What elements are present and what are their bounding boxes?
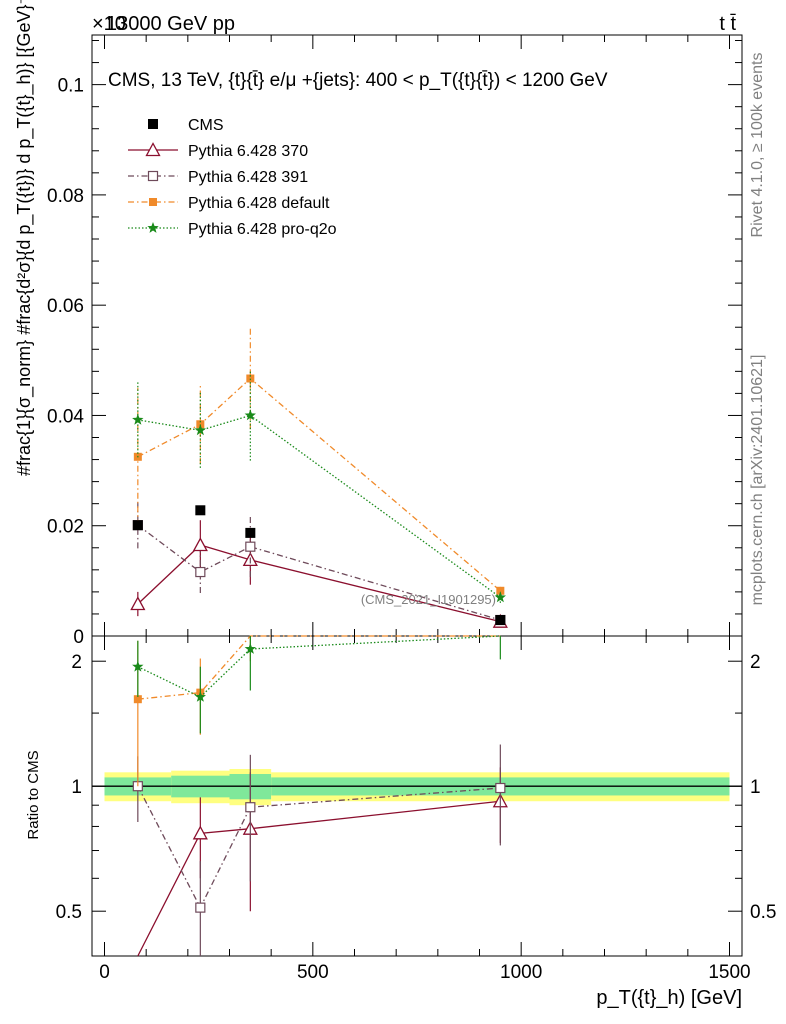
legend-marker-pyproq2o [147,222,159,233]
legend-marker-cms [148,119,158,129]
y-tick-label: 0.06 [47,296,84,317]
cms-data-point [245,527,256,538]
rivet-label: Rivet 4.1.0, ≥ 100k events [749,53,766,238]
y-tick-label: 0.08 [47,186,84,207]
legend-marker-pydefault [149,198,157,206]
py391-ratio-point [195,902,206,913]
py370-ratio-point [192,825,208,840]
cms-data-point [495,615,506,626]
py370-point [130,596,146,611]
py370-ratio-line [137,800,501,957]
pyproq2o-ratio-line [137,635,501,698]
py391-ratio-point [245,802,256,813]
py391-point [195,566,206,578]
pyproq2o-ratio-point [132,660,144,672]
ratio-y-tick-label: 2 [71,652,82,673]
legend-label-py391: Pythia 6.428 391 [188,169,308,186]
axis-ticks: 0 0.02 0.04 0.06 0.08 0.1 0.5 0.5 1 1 2 2 0 500 1000 15… [47,35,776,983]
py391-ratio-point [495,782,506,794]
pydefault-ratio-point [133,695,142,704]
cms-data-point [195,505,206,516]
pydefault-ratio-line [137,635,501,700]
legend-label-pydefault: Pythia 6.428 default [188,195,330,212]
pydefault-point [246,374,255,383]
ratio-y-tick-label-right: 0.5 [750,902,776,923]
main-panel-series [130,327,508,628]
x-tick-label: 1500 [708,962,750,983]
ratio-panel-series [132,635,508,957]
x-tick-label: 1000 [500,962,542,983]
py370-point [192,537,208,552]
y-tick-label: 0.02 [47,517,84,538]
legend-marker-py370 [145,142,161,157]
legend-label-pyproq2o: Pythia 6.428 pro-q2o [188,221,337,238]
uncertainty-band [92,769,742,806]
ratio-y-tick-label-right: 1 [750,777,761,798]
mcplots-label: mcplots.cern.ch [arXiv:2401.10621] [749,355,766,606]
pyproq2o-point [494,591,506,603]
py370-line [137,544,501,623]
y-tick-label: 0.04 [47,406,84,427]
pydefault-point [196,420,205,429]
pydefault-point [496,586,505,595]
y-axis-label-ratio: Ratio to CMS [25,750,42,839]
legend-marker-py391 [147,170,159,182]
x-tick-label: 0 [99,962,110,983]
py391-point [245,541,256,552]
legend-label-cms: CMS [188,117,224,134]
ratio-y-tick-label-right: 2 [750,652,761,673]
legend-label-py370: Pythia 6.428 370 [188,143,308,160]
ratio-y-tick-label: 0.5 [56,902,82,923]
cms-data-point [132,520,143,531]
ratio-panel-frame [91,635,743,957]
pyproq2o-ratio-point [194,691,206,702]
y-tick-label: 0.1 [58,76,84,97]
plot-title: CMS, 13 TeV, {t}{t̄} e/μ +{jets}: 400 < … [108,70,608,91]
pydefault-line [137,377,501,592]
x-tick-label: 500 [297,962,329,983]
exponent-label: ×10 [92,13,126,35]
energy-label: 13000 GeV pp [106,13,235,35]
y-axis-label-main: #frac{1}{σ_norm} #frac{d²σ}{d p_T({t})} … [14,0,35,476]
ratio-y-tick-label: 1 [71,777,82,798]
process-label: t t̄ [719,13,736,35]
pyproq2o-point [132,413,144,425]
pyproq2o-line [137,414,501,598]
pyproq2o-point [244,409,256,421]
y-tick-label: 0 [73,627,84,648]
py391-ratio-line [137,785,501,910]
pyproq2o-point [194,424,206,436]
analysis-label: (CMS_2021_I1901295) [361,592,496,607]
legend: CMS Pythia 6.428 370 Pythia 6.428 391 Pythi… [128,117,337,238]
pyproq2o-ratio-point [244,643,256,654]
x-axis-label: p_T({t}_h) [GeV] [596,987,742,1009]
